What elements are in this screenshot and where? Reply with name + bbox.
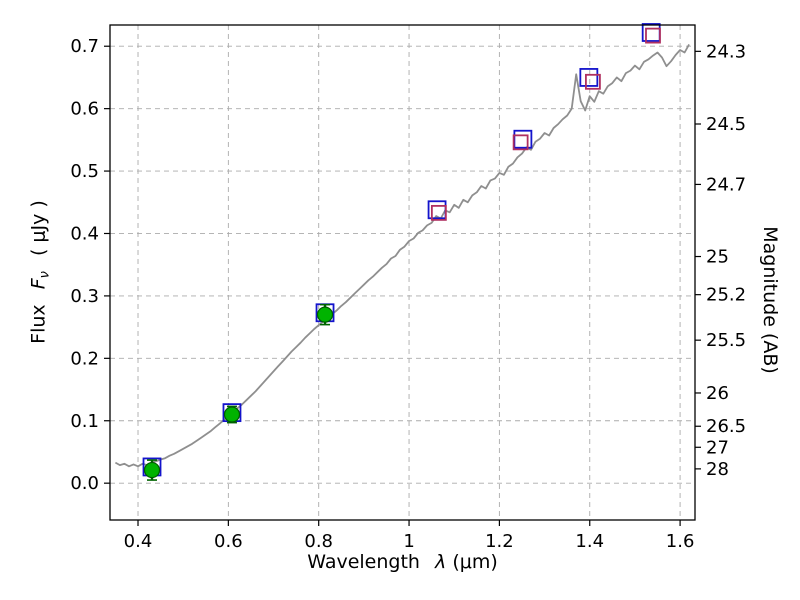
y-tick-label-right: 25.2 — [706, 285, 746, 306]
observed-photometry — [143, 303, 334, 481]
x-tick-label: 1 — [403, 531, 414, 552]
model-photometry-blue — [142, 23, 661, 477]
x-axis-label-word: Wavelength — [307, 551, 420, 573]
model-photometry-red — [430, 27, 661, 221]
y-axis-label-right-text: Magnitude (AB) — [759, 226, 781, 374]
y-tick-label-left: 0.1 — [70, 411, 99, 432]
y-tick-label-right: 26 — [706, 383, 729, 404]
model-photometry-red-marker — [512, 134, 529, 151]
y-tick-label-left: 0.4 — [70, 223, 99, 244]
x-tick-label: 1.6 — [666, 531, 695, 552]
x-tick-label: 1.4 — [575, 531, 604, 552]
y-tick-label-right: 28 — [706, 459, 729, 480]
y-tick-label-right: 25 — [706, 247, 729, 268]
y-axis-left: 0.0 0.1 0.2 0.3 0.4 0.5 0.6 0.7 — [70, 36, 110, 494]
model-photometry-blue-marker — [579, 68, 599, 87]
x-tick-label: 0.4 — [124, 531, 153, 552]
x-axis-label: Wavelength λ (μm) — [110, 551, 695, 573]
observed-photometry-marker — [143, 461, 161, 479]
y-tick-label-left: 0.3 — [70, 286, 99, 307]
model-photometry-red-marker — [645, 27, 661, 44]
grid — [110, 25, 695, 520]
y-axis-label-left: Flux Fν ( μJy ) — [28, 200, 53, 344]
model-photometry-red-marker — [430, 204, 447, 221]
y-axis-label-right: Magnitude (AB) — [759, 226, 781, 374]
y-tick-label-right: 27 — [706, 437, 729, 458]
y-tick-label-left: 0.6 — [70, 99, 99, 120]
x-axis: 0.4 0.6 0.8 1 1.2 1.4 1.6 — [124, 520, 695, 552]
observed-photometry-marker — [316, 306, 334, 323]
x-tick-label: 0.6 — [214, 531, 243, 552]
y-tick-label-right: 25.5 — [706, 330, 746, 351]
x-tick-label: 0.8 — [304, 531, 333, 552]
x-tick-label: 1.2 — [485, 531, 514, 552]
observed-photometry-marker — [223, 406, 241, 423]
y-axis-label-word: Flux — [27, 304, 50, 344]
model-spectrum-line — [114, 43, 690, 468]
y-axis-label-units: ( μJy ) — [27, 200, 50, 257]
model-photometry-blue-marker — [513, 129, 533, 149]
model-photometry-red-marker — [585, 73, 601, 90]
y-tick-label-left: 0.2 — [70, 348, 99, 369]
nu-subscript: ν — [37, 271, 53, 279]
x-axis-label-units: (μm) — [452, 551, 498, 573]
y-tick-label-left: 0.7 — [70, 36, 99, 57]
y-tick-label-right: 24.3 — [706, 41, 746, 62]
y-tick-label-left: 0.5 — [70, 161, 99, 182]
y-tick-label-left: 0.0 — [70, 473, 99, 494]
flux-symbol: F — [27, 278, 50, 290]
y-tick-label-right: 24.5 — [706, 114, 746, 135]
y-tick-label-right: 26.5 — [706, 416, 746, 437]
y-tick-label-right: 24.7 — [706, 174, 746, 195]
plot-frame — [109, 24, 696, 521]
lambda-symbol: λ — [435, 551, 447, 573]
